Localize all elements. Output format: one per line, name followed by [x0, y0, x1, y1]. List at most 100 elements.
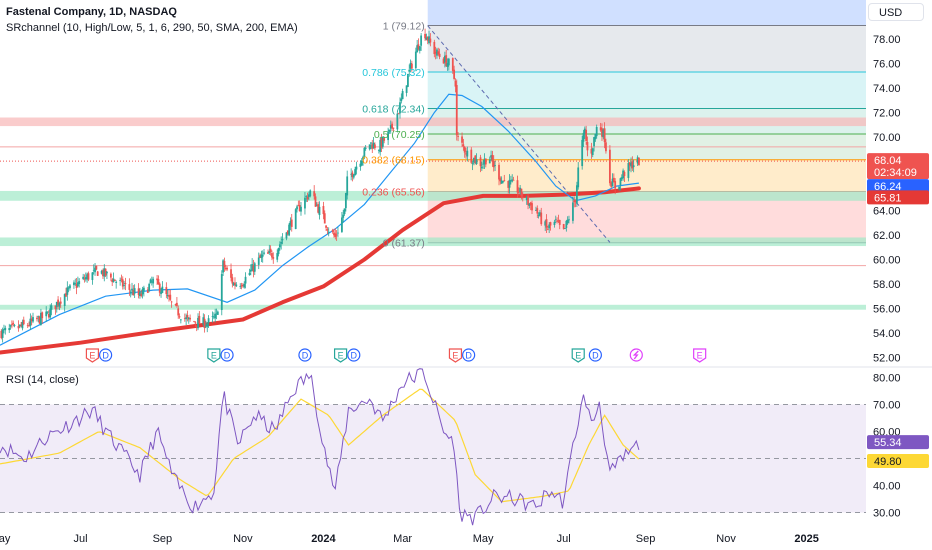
candle-body — [455, 85, 458, 136]
sma-50-series — [0, 93, 639, 346]
rsi-value-badge-bg — [867, 435, 929, 450]
candle-body — [185, 317, 188, 320]
candle-body — [305, 196, 308, 197]
candle-body — [120, 278, 123, 280]
candle-body — [260, 254, 263, 258]
candle-body — [372, 142, 375, 149]
candle-body — [268, 250, 271, 254]
candle-body — [568, 219, 570, 221]
candle-body — [69, 285, 71, 289]
candle-body — [492, 160, 495, 168]
candle-body — [261, 254, 264, 257]
candle-body — [231, 277, 234, 284]
earnings-icon — [571, 348, 585, 363]
candle-body — [623, 172, 626, 177]
candle-body — [222, 260, 225, 273]
candle-body — [585, 129, 588, 142]
candle-body — [206, 323, 209, 327]
candle-body — [41, 312, 44, 319]
candle-body — [536, 208, 539, 214]
candle-body — [325, 225, 327, 228]
candle-body — [234, 282, 236, 286]
candle-body — [106, 271, 108, 274]
candle-body — [146, 289, 149, 293]
candle-body — [285, 232, 288, 239]
candle-body — [263, 252, 265, 254]
rsi-pane[interactable] — [0, 368, 866, 526]
candle-body — [73, 282, 75, 286]
candle-body — [374, 144, 376, 149]
candle-body — [528, 203, 531, 206]
candle-body — [601, 128, 603, 137]
candle-body — [9, 325, 12, 327]
date-tick-label: 2025 — [794, 533, 818, 545]
candle-body — [351, 172, 354, 178]
candle-body — [630, 162, 632, 167]
date-tick-label: Jul — [557, 533, 571, 545]
dividend-icon — [462, 348, 476, 362]
price-tick-label: 56.00 — [873, 303, 901, 315]
price-tick-label: 52.00 — [873, 352, 901, 364]
candle-body — [29, 318, 32, 326]
candle-body — [198, 315, 201, 324]
support-zone — [0, 237, 866, 247]
candle-body — [294, 209, 297, 230]
dividend-icon — [347, 348, 361, 362]
candle-body — [253, 263, 256, 272]
candle-body — [194, 322, 197, 324]
candle-body — [203, 318, 206, 328]
candle-body — [371, 144, 374, 149]
candle-body — [417, 44, 420, 50]
candle-body — [214, 313, 217, 319]
candle-body — [333, 232, 335, 236]
candle-body — [104, 268, 107, 276]
candle-body — [610, 182, 613, 187]
candle-body — [278, 244, 281, 248]
candle-body — [288, 224, 291, 236]
candle-body — [308, 194, 310, 198]
candle-body — [54, 305, 57, 310]
candle-body — [343, 208, 346, 215]
candle-body — [544, 221, 547, 226]
candle-body — [466, 150, 469, 157]
fib-band — [427, 159, 866, 192]
candle-body — [488, 159, 491, 164]
date-tick-label: Sep — [153, 533, 173, 545]
candle-body — [392, 127, 395, 129]
candle-body — [28, 325, 30, 327]
candle-body — [211, 316, 214, 317]
candle-body — [447, 58, 450, 66]
candle-body — [121, 279, 124, 287]
candle-body — [602, 129, 605, 138]
candle-body — [482, 163, 485, 165]
candle-body — [128, 284, 131, 290]
candle-body — [74, 283, 77, 284]
candle-body — [160, 291, 162, 295]
candle-body — [248, 272, 251, 276]
candle-body — [37, 316, 40, 318]
trend-line-segment — [427, 25, 611, 243]
candle-body — [363, 147, 366, 157]
candle-body — [113, 279, 116, 281]
date-tick-label: May — [473, 533, 494, 545]
currency-button[interactable]: USD — [868, 3, 924, 21]
candle-body — [437, 51, 440, 55]
candle-body — [388, 129, 391, 132]
candle-body — [599, 127, 602, 131]
candle-body — [306, 196, 309, 200]
candle-body — [409, 62, 412, 69]
dividend-icon — [588, 348, 602, 362]
candle-body — [379, 140, 382, 152]
candle-body — [337, 232, 339, 234]
candle-body — [168, 295, 170, 297]
candle-body — [272, 257, 275, 259]
candles[interactable] — [0, 28, 640, 343]
candle-body — [483, 158, 486, 165]
candle-body — [286, 230, 289, 235]
candle-body — [252, 265, 255, 272]
ema-badge: 65.81 — [874, 192, 902, 204]
candle-body — [10, 324, 13, 326]
candle-body — [152, 278, 155, 284]
